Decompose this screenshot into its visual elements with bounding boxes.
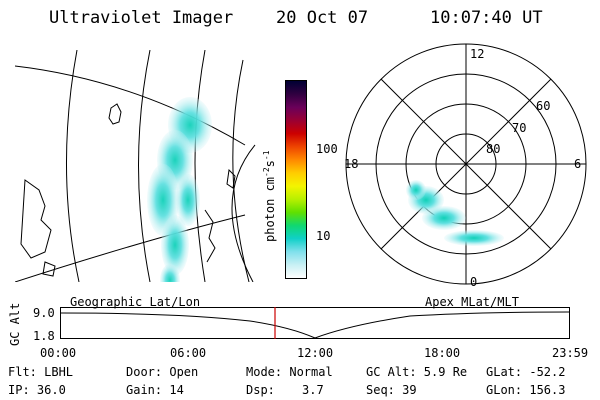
colorbar xyxy=(285,80,307,279)
gc-alt-axis-label: GC Alt xyxy=(8,302,22,346)
geographic-map xyxy=(15,50,256,282)
x-tick-1800: 18:00 xyxy=(424,346,461,360)
colorbar-tick-100: 100 xyxy=(316,142,338,156)
dsp-label: Dsp: xyxy=(246,383,275,397)
mlat-label-80: 80 xyxy=(486,142,500,156)
mlt-label-12: 12 xyxy=(470,47,484,61)
x-tick-2359: 23:59 xyxy=(552,346,589,360)
x-tick-0600: 06:00 xyxy=(170,346,207,360)
colorbar-tick-10: 10 xyxy=(316,229,331,243)
mlt-label-6: 6 xyxy=(574,157,581,171)
door-info: Door: Open xyxy=(126,365,199,379)
colorbar-label: photon cm-2s-1 xyxy=(262,150,277,242)
alt-tick-1-8: 1.8 xyxy=(33,329,55,343)
filter-info: Flt: LBHL xyxy=(8,365,74,379)
mlat-label-60: 60 xyxy=(536,99,550,113)
glon-info: GLon: 156.3 xyxy=(486,383,566,397)
instrument-title: Ultraviolet Imager xyxy=(49,8,234,28)
altitude-strip xyxy=(60,307,570,339)
mlt-label-0: 0 xyxy=(470,275,477,289)
x-tick-1200: 12:00 xyxy=(297,346,334,360)
apex-label: Apex MLat/MLT xyxy=(425,295,519,309)
mlt-label-18: 18 xyxy=(344,157,358,171)
mlat-label-70: 70 xyxy=(512,121,526,135)
seq-info: Seq: 39 xyxy=(366,383,417,397)
dsp-value: 3.7 xyxy=(302,383,324,397)
gc-alt-info: GC Alt: 5.9 Re xyxy=(366,365,468,379)
ip-info: IP: 36.0 xyxy=(8,383,66,397)
x-tick-0000: 00:00 xyxy=(40,346,77,360)
time-label: 10:07:40 UT xyxy=(430,8,543,28)
alt-tick-9: 9.0 xyxy=(33,306,55,320)
geographic-label: Geographic Lat/Lon xyxy=(70,295,201,309)
date-label: 20 Oct 07 xyxy=(276,8,369,28)
glat-info: GLat: -52.2 xyxy=(486,365,566,379)
polar-plot: 12 18 6 0 60 70 80 xyxy=(344,43,587,289)
mode-info: Mode: Normal xyxy=(246,365,333,379)
gain-info: Gain: 14 xyxy=(126,383,184,397)
